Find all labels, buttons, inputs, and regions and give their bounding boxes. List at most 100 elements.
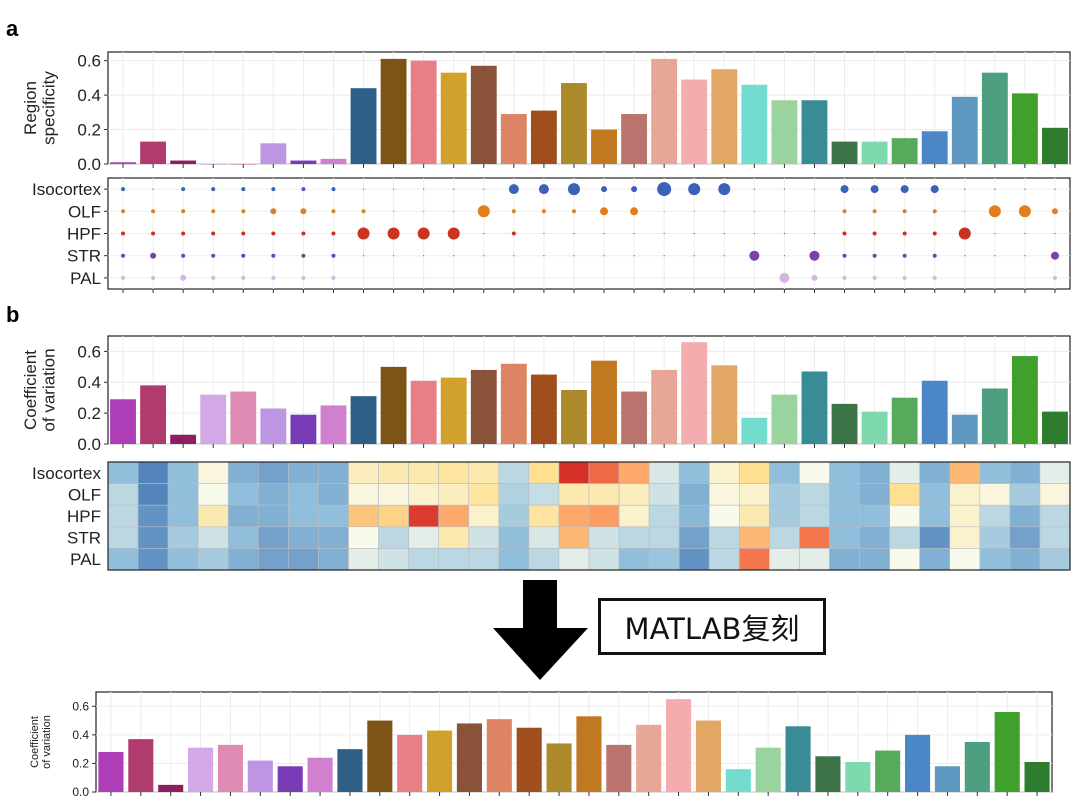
bar xyxy=(260,143,287,164)
heatmap-cell xyxy=(197,526,229,549)
dot xyxy=(842,209,847,214)
heatmap-cell xyxy=(528,461,560,484)
heatmap-cell xyxy=(197,461,229,484)
dot xyxy=(1024,188,1026,190)
dot xyxy=(423,277,425,279)
heatmap-cell xyxy=(438,526,470,549)
heatmap-cell xyxy=(227,483,259,506)
dot xyxy=(121,187,126,192)
dot xyxy=(988,205,1001,218)
bar xyxy=(951,96,978,164)
heatmap-cell xyxy=(197,548,229,571)
heatmap-cell xyxy=(318,461,349,484)
bar xyxy=(651,369,678,444)
dot xyxy=(1050,251,1059,260)
bar xyxy=(307,757,333,792)
bar xyxy=(891,397,918,444)
dot xyxy=(630,207,639,216)
heatmap-cell xyxy=(678,504,710,528)
dot xyxy=(483,255,485,257)
heatmap-cell xyxy=(348,504,379,528)
dot xyxy=(783,188,786,190)
dot xyxy=(392,188,395,190)
heatmap-cell xyxy=(618,504,650,528)
bar xyxy=(861,411,888,444)
bar xyxy=(290,414,317,444)
dot xyxy=(872,209,877,214)
dot xyxy=(423,255,425,257)
heatmap-cell xyxy=(1009,461,1041,484)
dot xyxy=(753,188,755,190)
bar xyxy=(217,744,243,792)
heatmap-cell xyxy=(739,483,770,506)
dot xyxy=(723,232,725,235)
heatmap-cell xyxy=(618,548,650,571)
dot xyxy=(600,207,609,216)
bar xyxy=(1024,762,1050,792)
dot xyxy=(121,209,126,214)
dot xyxy=(633,232,635,235)
region-dot-matrix: Isocortex OLF HPF STR PAL xyxy=(32,177,1071,293)
heatmap-cell xyxy=(438,504,470,528)
bar xyxy=(290,160,317,164)
heatmap-cell xyxy=(859,461,890,484)
heatmap-cell xyxy=(528,548,560,571)
dot xyxy=(840,185,849,194)
bar xyxy=(230,391,257,444)
heatmap-cell xyxy=(558,504,590,528)
bar xyxy=(470,369,497,444)
bar xyxy=(530,110,557,164)
heatmap-cell xyxy=(829,504,860,528)
row-label: HPF xyxy=(67,507,101,526)
heatmap-cell xyxy=(1039,483,1071,506)
heatmap-cell xyxy=(318,548,349,571)
dot xyxy=(813,188,816,190)
dot xyxy=(151,209,156,214)
dot xyxy=(483,232,485,235)
dot xyxy=(270,208,277,215)
bar xyxy=(440,377,467,444)
dot xyxy=(362,255,365,257)
bar xyxy=(561,83,587,164)
dot xyxy=(1054,188,1056,190)
bar xyxy=(470,65,497,164)
heatmap-cell xyxy=(528,504,560,528)
y-axis-label: Coefficient xyxy=(21,350,40,430)
dot xyxy=(902,275,907,280)
dot xyxy=(900,185,909,194)
dot xyxy=(483,188,485,190)
bar xyxy=(785,726,811,792)
heatmap-cell xyxy=(829,526,860,549)
dot xyxy=(872,231,877,236)
dot xyxy=(723,277,725,279)
dot xyxy=(994,255,996,257)
heatmap-cell xyxy=(378,483,409,506)
bar xyxy=(380,366,407,444)
dot xyxy=(331,275,336,280)
row-label: OLF xyxy=(68,485,101,504)
heatmap-cell xyxy=(1039,461,1071,484)
y-axis-label: of variation xyxy=(40,348,59,431)
dot xyxy=(543,277,545,279)
bar xyxy=(110,399,136,444)
dot xyxy=(663,210,665,212)
row-label: STR xyxy=(67,247,101,266)
bar xyxy=(427,730,453,792)
dot xyxy=(573,255,575,257)
heatmap-cell xyxy=(588,504,620,528)
bar xyxy=(188,747,214,792)
dot xyxy=(447,227,460,240)
heatmap-cell xyxy=(648,483,680,506)
dot xyxy=(964,277,966,279)
dot xyxy=(541,209,546,214)
dot xyxy=(813,232,816,235)
heatmap-cell xyxy=(288,504,319,528)
heatmap-cell xyxy=(708,461,740,484)
dot xyxy=(723,210,725,212)
heatmap-cell xyxy=(889,504,920,528)
bar xyxy=(681,79,708,164)
bar xyxy=(320,405,347,444)
dot xyxy=(121,253,126,258)
bar xyxy=(247,760,273,792)
bar xyxy=(861,141,888,164)
